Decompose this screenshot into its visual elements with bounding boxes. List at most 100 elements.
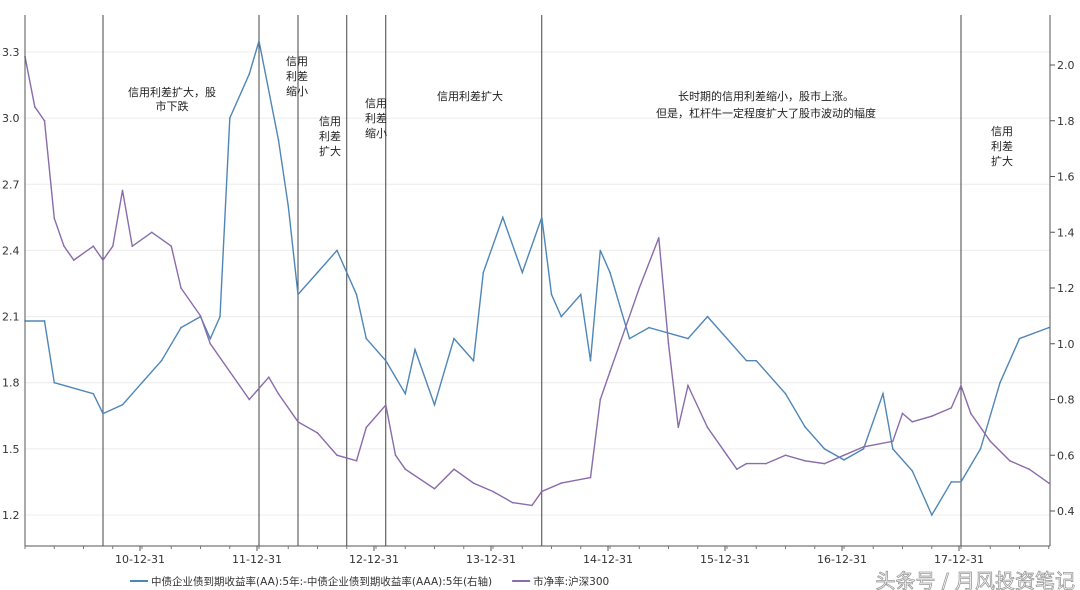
x-tick-label: 15-12-31 [700, 553, 750, 566]
data-point [501, 216, 504, 219]
data-point [472, 482, 475, 484]
data-point [843, 459, 845, 461]
data-point [706, 315, 709, 318]
data-point [414, 348, 416, 351]
data-point [969, 412, 972, 415]
data-point [540, 216, 543, 219]
data-point [219, 315, 221, 318]
data-point [316, 432, 319, 434]
data-point [599, 249, 602, 252]
x-tick-label: 13-12-31 [466, 553, 516, 566]
y-left-tick-label: 1.8 [2, 377, 20, 390]
annotation-2: 信用利差缩小 [286, 55, 308, 98]
data-point [531, 504, 533, 507]
y-left-tick-label: 3.0 [2, 112, 20, 125]
annotation-5: 信用利差扩大 [437, 89, 503, 103]
data-point [72, 259, 75, 261]
data-point [228, 117, 231, 119]
data-point [394, 454, 397, 457]
data-point [209, 337, 212, 340]
data-point [1047, 482, 1050, 484]
x-tick-label: 11-12-31 [232, 553, 282, 566]
data-point [609, 271, 611, 274]
x-tick-label: 16-12-31 [817, 553, 867, 566]
legend-label-pb: 市净率:沪深300 [533, 575, 609, 588]
data-point [355, 293, 358, 296]
data-point [258, 40, 260, 42]
data-point [482, 271, 485, 274]
data-point [609, 370, 611, 373]
data-point [706, 426, 709, 429]
data-point [365, 426, 368, 429]
data-point [911, 421, 914, 423]
data-point [687, 384, 689, 387]
data-point [433, 403, 436, 406]
data-point [999, 381, 1001, 384]
data-point [1018, 337, 1021, 340]
data-point [521, 271, 524, 274]
data-point [589, 476, 592, 479]
y-left-tick-label: 2.7 [2, 178, 20, 191]
data-point [960, 481, 962, 483]
data-point [267, 376, 270, 379]
data-point [784, 454, 787, 457]
legend: 中债企业债到期收益率(AA):5年:-中债企业债到期收益率(AAA):5年(右轴… [130, 575, 609, 588]
annotation-4: 信用利差缩小 [365, 97, 387, 140]
data-point [92, 392, 95, 395]
y-left-tick-label: 2.1 [2, 311, 20, 324]
legend-label-spread: 中债企业债到期收益率(AA):5年:-中债企业债到期收益率(AAA):5年(右轴… [151, 575, 492, 588]
data-point [511, 501, 514, 504]
data-point [843, 454, 845, 457]
data-point [180, 326, 182, 329]
data-point [63, 245, 65, 247]
data-point [102, 412, 104, 415]
data-point [804, 460, 806, 462]
data-point [735, 468, 738, 470]
data-point [102, 259, 104, 261]
annotation-6: 长时期的信用利差缩小，股市上涨。但是，杠杆牛一定程度扩大了股市波动的幅度 [656, 89, 876, 120]
data-point [199, 315, 202, 317]
y-right-tick-label: 1.2 [1057, 282, 1075, 295]
y-right-tick-label: 0.4 [1057, 505, 1075, 518]
y-right-tick-label: 2.0 [1057, 59, 1075, 72]
data-point [638, 287, 641, 289]
data-point [160, 359, 163, 362]
data-point [784, 392, 787, 395]
series-hs300-pb-line [24, 56, 1050, 507]
data-point [862, 446, 865, 448]
data-point [248, 398, 251, 401]
data-point [628, 337, 631, 340]
data-point [579, 293, 582, 296]
y-right-tick-label: 1.4 [1057, 226, 1075, 239]
data-point [248, 73, 251, 75]
data-point [891, 440, 894, 443]
data-point [930, 415, 933, 418]
data-point [823, 448, 826, 450]
y-right-tick-label: 1.0 [1057, 338, 1075, 351]
data-point [618, 342, 621, 345]
data-point [979, 448, 982, 450]
data-point [882, 392, 884, 395]
data-point [111, 245, 114, 247]
data-point [316, 271, 319, 274]
x-tick-label: 17-12-31 [934, 553, 984, 566]
data-point [92, 245, 95, 247]
data-point [960, 384, 962, 387]
data-point [404, 468, 407, 470]
annotation-7: 信用利差扩大 [991, 125, 1013, 168]
data-point [550, 293, 553, 296]
data-point [297, 421, 299, 423]
data-point [433, 487, 436, 490]
data-point [1028, 468, 1031, 470]
data-point [765, 462, 767, 465]
y-right-tick-label: 1.6 [1057, 171, 1075, 184]
data-point [657, 237, 660, 239]
data-point [745, 359, 748, 362]
data-point [862, 448, 865, 450]
data-point [453, 468, 455, 470]
data-point [648, 326, 650, 329]
data-point [121, 189, 124, 192]
x-tick-label: 10-12-31 [115, 553, 165, 566]
